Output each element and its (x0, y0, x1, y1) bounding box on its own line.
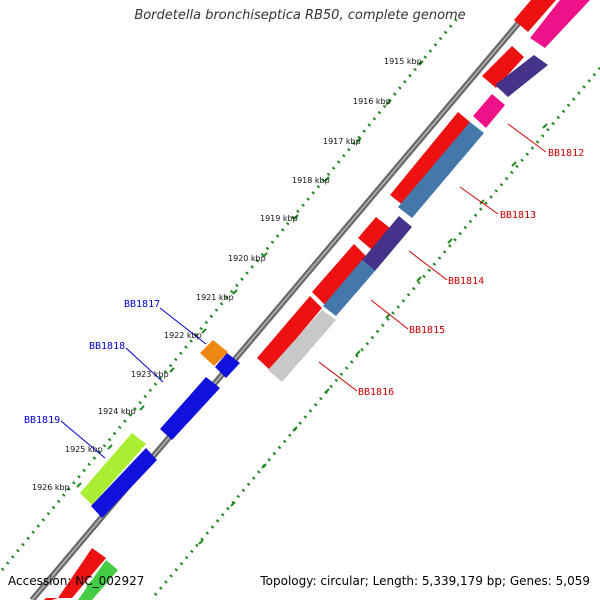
gene-arrow (215, 353, 240, 378)
gene-bb1814 (362, 216, 412, 271)
gene-bb1815 (323, 260, 375, 316)
gene-arrow (530, 0, 590, 48)
gene-bb1819 (80, 433, 146, 505)
tick-label: 1924 kbp (98, 407, 136, 416)
accession-text: Accession: NC_002927 (8, 574, 145, 588)
gene-label-bb1812: BB1812 (548, 148, 584, 159)
tick-label: 1921 kbp (196, 293, 234, 302)
tick-label: 1925 kbp (65, 445, 103, 454)
gene-arrow (86, 572, 110, 594)
inner-tick-marks (198, 123, 548, 545)
gene-arrow (312, 244, 366, 305)
gene-bb1813 (398, 122, 484, 218)
map-title: Bordetella bronchiseptica RB50, complete… (134, 8, 466, 23)
tick-label: 1916 kbp (353, 97, 391, 106)
forward-strand-genes (80, 340, 240, 594)
tick-label: 1922 kbp (164, 331, 202, 340)
gene-arrow (495, 55, 548, 97)
tick-label: 1915 kbp (384, 57, 422, 66)
tick-label: 1919 kbp (260, 214, 298, 223)
gene-label-bb1815: BB1815 (409, 325, 445, 336)
gene-arrow (358, 217, 390, 250)
gene-arrow (257, 296, 322, 370)
gene-label-bb1817: BB1817 (124, 299, 160, 310)
gene-arrow (390, 112, 470, 206)
label-leader-lines (60, 123, 547, 459)
outer-tick-marks (76, 60, 424, 488)
tick-label: 1917 kbp (323, 137, 361, 146)
gene-arrow (514, 0, 556, 32)
gene-bb1816 (268, 310, 336, 382)
gene-arrow (482, 46, 524, 88)
gene-label-bb1813: BB1813 (500, 210, 536, 221)
reverse-strand-genes (44, 0, 590, 600)
gene-label-bb1816: BB1816 (358, 387, 394, 398)
gene-arrow (58, 548, 106, 598)
tick-label: 1923 kbp (131, 370, 169, 379)
gene-arrow (91, 448, 157, 518)
tick-label: 1918 kbp (292, 176, 330, 185)
gene-labels: BB1812 BB1813 BB1814 BB1815 BB1816 BB181… (24, 148, 584, 426)
gene-bb1817 (200, 340, 228, 366)
tick-label: 1920 kbp (228, 254, 266, 263)
gene-bb1818 (160, 377, 220, 440)
gene-label-bb1819: BB1819 (24, 415, 60, 426)
gene-arrow (473, 94, 505, 128)
tick-label: 1926 kbp (32, 483, 70, 492)
kbp-tick-labels: 1915 kbp 1916 kbp 1917 kbp 1918 kbp 1919… (32, 57, 422, 492)
gene-label-bb1814: BB1814 (448, 276, 484, 287)
gene-label-bb1818: BB1818 (89, 341, 125, 352)
inner-dotted-track (153, 67, 600, 596)
genome-summary-text: Topology: circular; Length: 5,339,179 bp… (260, 574, 590, 588)
